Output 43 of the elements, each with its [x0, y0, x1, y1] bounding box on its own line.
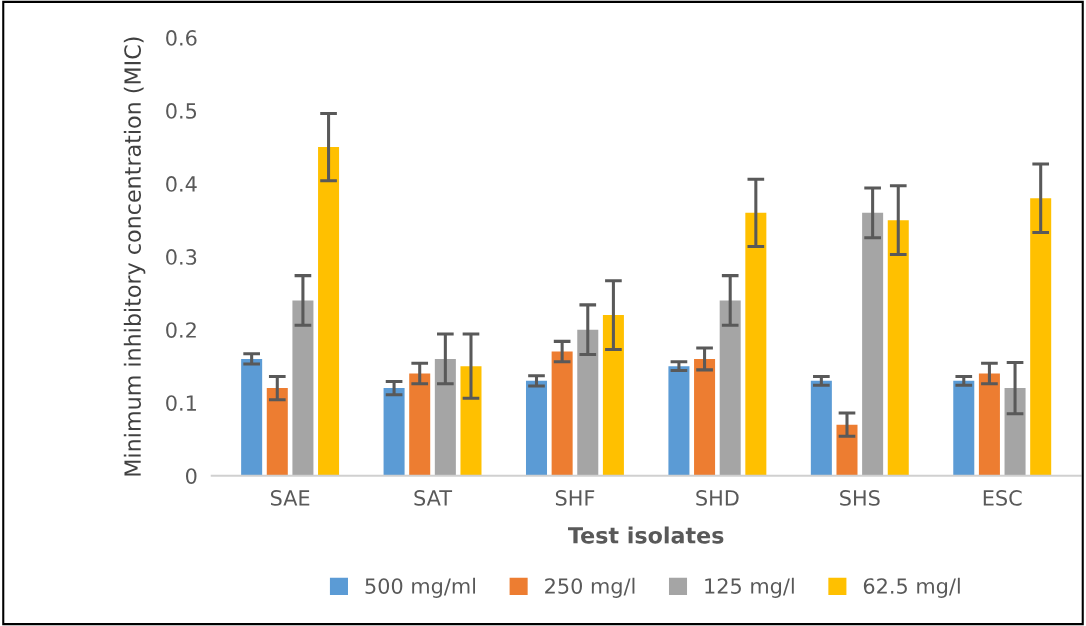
bar: [745, 212, 767, 476]
x-axis-title: Test isolates: [568, 526, 724, 544]
y-tick-label: 0.1: [166, 395, 196, 411]
bar: [551, 351, 573, 476]
x-tick-label: SHS: [840, 490, 880, 506]
bar: [1030, 198, 1052, 476]
y-tick-label: 0.3: [166, 249, 197, 265]
x-tick-label: SHF: [555, 490, 595, 506]
bar: [577, 329, 599, 476]
bar: [668, 366, 690, 476]
y-tick-label: 0.2: [166, 322, 196, 338]
bar: [978, 373, 1000, 476]
y-tick-label: 0.6: [166, 30, 197, 46]
bar: [887, 220, 909, 476]
legend-label: 62.5 mg/l: [863, 577, 960, 598]
legend-label: 250 mg/l: [545, 577, 635, 598]
legend-label: 500 mg/ml: [365, 577, 476, 598]
bar: [266, 388, 288, 476]
y-tick-label: 0.4: [166, 176, 197, 192]
bar: [525, 380, 548, 476]
bar: [383, 388, 405, 476]
y-tick-label: 0: [186, 468, 197, 484]
bar: [953, 380, 975, 476]
x-tick-label: ESC: [983, 490, 1022, 506]
bar: [862, 212, 884, 476]
y-tick-label: 0.5: [166, 103, 197, 119]
bar: [836, 424, 858, 476]
y-axis-title: Minimum inhibitory concentration (MIC): [123, 37, 146, 476]
bar: [434, 358, 456, 476]
bar: [292, 300, 314, 476]
bar: [409, 373, 431, 476]
bar: [694, 358, 716, 476]
bar: [241, 358, 263, 476]
x-tick-label: SAT: [414, 490, 453, 506]
bar: [1004, 388, 1026, 476]
bar: [460, 366, 482, 476]
x-tick-label: SAE: [270, 490, 310, 506]
bar: [719, 300, 741, 476]
bar: [602, 315, 624, 476]
x-tick-label: SHD: [696, 490, 739, 506]
legend-label: 125 mg/l: [705, 577, 794, 598]
bar: [318, 147, 340, 476]
bar: [810, 380, 832, 476]
